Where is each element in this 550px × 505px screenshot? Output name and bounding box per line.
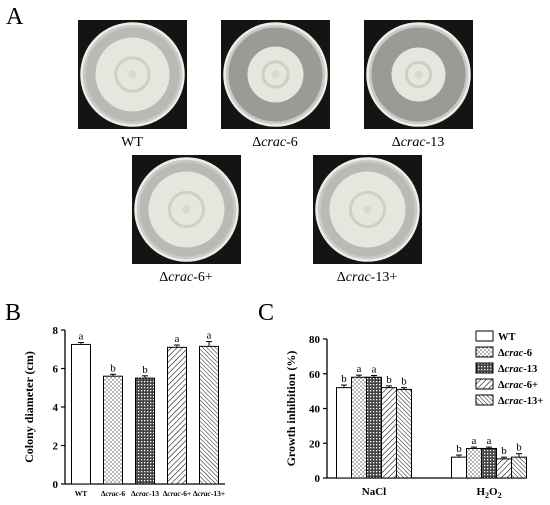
panel-label-c: C [258,300,275,326]
plate-photo-wt [78,20,187,129]
y-tick-label: 2 [53,441,59,453]
bar [167,346,187,485]
plate-photo-crac13c [313,155,422,264]
colony-ring [404,60,433,89]
bar [381,387,397,479]
colony-diameter-chart: 0 2 4 6 8 Colony diameter (cm) a WT b Δcrac-6 b Δcr… [22,325,225,498]
bar [351,376,367,479]
significance-letter: b [501,445,507,457]
y-tick-label: 80 [309,334,321,346]
panel-label-a: A [6,4,24,30]
significance-letter: a [357,363,362,375]
significance-letter: b [456,443,462,455]
y-tick-label: 4 [53,402,59,414]
y-tick-label: 8 [53,325,59,337]
plate-caption-wt: WT [121,135,143,150]
legend-swatch [475,346,494,358]
significance-letter: b [516,442,522,454]
bar [496,458,512,479]
colony-ring [114,56,151,93]
legend-label: Δcrac-13 [498,364,537,375]
significance-letter: a [79,331,84,343]
y-axis-title: Colony diameter (cm) [22,351,36,463]
bar [451,456,467,479]
significance-letter: b [110,362,116,374]
bar [466,447,482,479]
significance-letter: b [142,364,148,376]
bar [481,447,497,479]
significance-letter: a [175,333,180,345]
plate-svg [223,22,328,127]
bar [396,388,412,479]
significance-letter: b [386,374,392,386]
plate-svg [80,22,185,127]
plate-caption-crac6: Δcrac-6 [252,135,298,150]
colony-ring [348,190,387,229]
bar [336,387,352,479]
significance-letter: a [472,435,477,447]
y-tick-label: 6 [53,364,59,376]
significance-letter: b [341,373,347,385]
bar [199,345,219,485]
bar [135,377,155,485]
inoculation-point [414,70,423,79]
x-tick-label: Δcrac-13+ [193,489,225,498]
y-tick-label: 40 [309,404,321,416]
colony-ring [167,190,206,229]
y-axis-title: Growth inhibition (%) [284,351,298,467]
colony-ring [261,60,290,89]
x-tick-label: Δcrac-6 [101,489,126,498]
x-group-label: H2O2 [476,486,501,500]
panel-label-b: B [5,300,22,326]
y-tick-label: 0 [315,473,321,485]
legend-label: Δcrac-13+ [498,396,543,407]
bar [366,376,382,479]
legend-swatch [475,330,494,342]
significance-letter: a [207,330,212,342]
bar [511,456,527,479]
legend-label: WT [498,332,516,343]
legend-swatch [475,394,494,406]
plate-photo-crac6c [132,155,241,264]
significance-letter: a [372,363,377,375]
legend-label: Δcrac-6+ [498,380,538,391]
plate-svg [366,22,471,127]
inoculation-point [128,70,137,79]
plate-caption-crac13: Δcrac-13 [391,135,445,150]
legend-swatch [475,362,494,374]
significance-letter: b [401,376,407,388]
y-tick-label: 60 [309,369,321,381]
plate-svg [315,157,420,262]
bar [103,375,123,485]
plate-svg [134,157,239,262]
inoculation-point [182,205,191,214]
x-tick-label: WT [75,489,88,498]
inoculation-point [363,205,372,214]
x-group-label: NaCl [362,486,386,498]
bar [71,343,91,485]
y-tick-label: 20 [309,438,321,450]
plate-caption-crac13c: Δcrac-13+ [336,270,398,285]
plate-photo-crac13 [364,20,473,129]
significance-letter: a [487,435,492,447]
legend-label: Δcrac-6 [498,348,532,359]
y-tick-label: 0 [53,479,59,491]
plate-photo-crac6 [221,20,330,129]
x-tick-label: Δcrac-6+ [163,489,192,498]
plate-caption-crac6c: Δcrac-6+ [159,270,213,285]
x-tick-label: Δcrac-13 [131,489,159,498]
legend-swatch [475,378,494,390]
inoculation-point [271,70,280,79]
